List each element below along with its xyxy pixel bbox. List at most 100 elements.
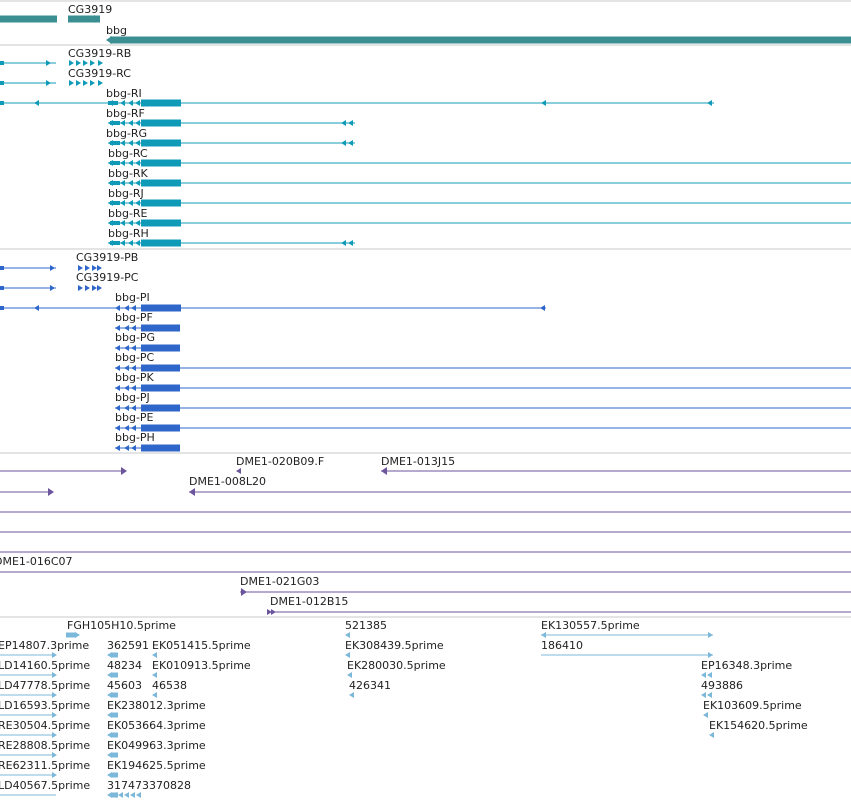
exon-block — [110, 201, 120, 205]
left-arrow-icon — [189, 488, 195, 496]
est-label[interactable]: EK308439.5prime — [345, 639, 444, 652]
clone-label[interactable]: DME1-013J15 — [381, 455, 455, 468]
transcript-label[interactable]: bbg-RK — [108, 167, 149, 180]
transcript-label[interactable]: CG3919-RC — [68, 67, 131, 80]
left-arrow-icon — [108, 100, 113, 106]
right-arrow-icon — [85, 285, 90, 291]
exon-block — [141, 404, 180, 412]
exon-block — [112, 732, 118, 738]
transcript-label[interactable]: bbg-RJ — [108, 187, 144, 200]
left-arrow-icon — [152, 652, 157, 658]
left-arrow-icon — [108, 140, 113, 146]
clone-label[interactable]: DME1-016C07 — [0, 555, 73, 568]
protein-label[interactable]: CG3919-PC — [76, 271, 139, 284]
gene-label[interactable]: CG3919 — [68, 3, 112, 16]
right-arrow-icon — [92, 285, 97, 291]
exon-block — [141, 159, 181, 167]
right-arrow-icon — [52, 672, 57, 678]
right-arrow-icon — [98, 60, 103, 66]
est-label[interactable]: 521385 — [345, 619, 387, 632]
left-arrow-icon — [135, 220, 140, 226]
transcript-label[interactable]: bbg-RE — [108, 207, 148, 220]
transcript-label[interactable]: bbg-RF — [106, 107, 145, 120]
est-label[interactable]: EK053664.3prime — [107, 719, 206, 732]
right-arrow-icon — [90, 60, 95, 66]
est-label[interactable]: FGH105H10.5prime — [67, 619, 176, 632]
exon-block — [141, 199, 181, 207]
est-label[interactable]: EK238012.3prime — [107, 699, 206, 712]
exon-block — [68, 15, 100, 23]
left-arrow-icon — [120, 100, 125, 106]
track-dividers — [0, 0, 851, 618]
left-arrow-icon — [131, 425, 136, 431]
est-label[interactable]: EK154620.5prime — [709, 719, 808, 732]
left-arrow-icon — [107, 772, 112, 778]
left-arrow-icon — [135, 180, 140, 186]
gene-label[interactable]: bbg — [106, 24, 127, 37]
exon-block — [66, 632, 76, 638]
est-label[interactable]: EP16348.3prime — [701, 659, 792, 672]
protein-label[interactable]: bbg-PI — [115, 291, 150, 304]
left-arrow-icon — [120, 120, 125, 126]
left-arrow-icon — [124, 445, 129, 451]
est-label[interactable]: 317473370828 — [107, 779, 191, 792]
est-label[interactable]: 48234 — [107, 659, 142, 672]
est-label[interactable]: EK049963.3prime — [107, 739, 206, 752]
est-label[interactable]: EK130557.5prime — [541, 619, 640, 632]
est-label[interactable]: EK280030.5prime — [347, 659, 446, 672]
transcript-label[interactable]: bbg-RH — [108, 227, 149, 240]
right-arrow-icon — [50, 285, 55, 291]
protein-label[interactable]: bbg-PG — [115, 331, 155, 344]
transcript-label[interactable]: bbg-RC — [108, 147, 148, 160]
est-label[interactable]: 362591 — [107, 639, 149, 652]
right-arrow-icon — [267, 609, 272, 615]
left-arrow-icon — [341, 140, 346, 146]
clone-label[interactable]: DME1-021G03 — [240, 575, 319, 588]
left-arrow-icon — [124, 792, 129, 798]
protein-label[interactable]: bbg-PC — [115, 351, 155, 364]
clone-label[interactable]: DME1-020B09.F — [236, 455, 324, 468]
est-label[interactable]: 186410 — [541, 639, 583, 652]
protein-label[interactable]: CG3919-PB — [76, 251, 138, 264]
protein-label[interactable]: bbg-PJ — [115, 391, 150, 404]
est-label[interactable]: EK051415.5prime — [152, 639, 251, 652]
protein-label[interactable]: bbg-PF — [115, 311, 153, 324]
est-label[interactable]: RE28808.5prime — [0, 739, 90, 752]
left-arrow-icon — [120, 140, 125, 146]
est-label[interactable]: 45603 — [107, 679, 142, 692]
transcript-label[interactable]: CG3919-RB — [68, 47, 131, 60]
est-label[interactable]: 46538 — [152, 679, 187, 692]
est-label[interactable]: LD47778.5prime — [0, 679, 90, 692]
left-arrow-icon — [135, 160, 140, 166]
right-arrow-icon — [48, 488, 54, 496]
protein-label[interactable]: bbg-PK — [115, 371, 155, 384]
est-label[interactable]: EK103609.5prime — [703, 699, 802, 712]
est-label[interactable]: LD14160.5prime — [0, 659, 90, 672]
protein-label[interactable]: bbg-PH — [115, 431, 155, 444]
transcript-label[interactable]: bbg-RG — [106, 127, 147, 140]
left-arrow-icon — [107, 692, 112, 698]
est-label[interactable]: RE62311.5prime — [0, 759, 90, 772]
right-arrow-icon — [708, 652, 713, 658]
protein-label[interactable]: bbg-PE — [115, 411, 154, 424]
left-arrow-icon — [540, 305, 545, 311]
exon-block — [141, 179, 181, 187]
est-label[interactable]: EP14807.3prime — [0, 639, 89, 652]
left-arrow-icon — [106, 36, 112, 44]
clone-label[interactable]: DME1-008L20 — [189, 475, 266, 488]
est-label[interactable]: EK010913.5prime — [152, 659, 251, 672]
left-arrow-icon — [124, 365, 129, 371]
transcript-label[interactable]: bbg-RI — [106, 87, 142, 100]
est-label[interactable]: LD40567.5prime — [0, 779, 90, 792]
left-arrow-icon — [115, 345, 120, 351]
est-label[interactable]: EK194625.5prime — [107, 759, 206, 772]
est-label[interactable]: LD16593.5prime — [0, 699, 90, 712]
clone-label[interactable]: DME1-012B15 — [270, 595, 348, 608]
est-label[interactable]: 426341 — [349, 679, 391, 692]
left-arrow-icon — [118, 792, 123, 798]
left-arrow-icon — [115, 365, 120, 371]
est-label[interactable]: 493886 — [701, 679, 743, 692]
right-arrow-icon — [90, 80, 95, 86]
est-label[interactable]: RE30504.5prime — [0, 719, 90, 732]
right-arrow-icon — [121, 467, 127, 475]
